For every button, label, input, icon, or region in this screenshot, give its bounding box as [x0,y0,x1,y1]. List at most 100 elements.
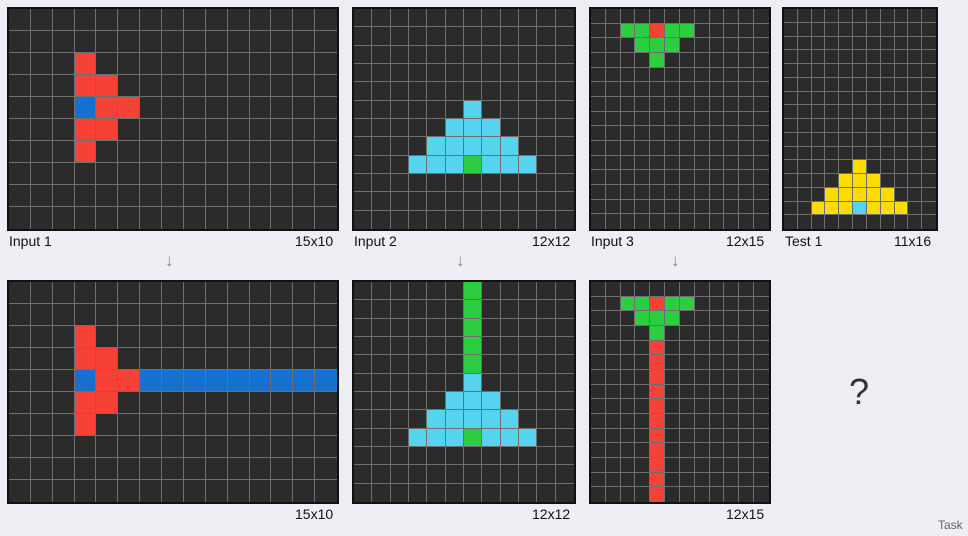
grid-cell [445,192,464,211]
grid-cell [694,355,710,370]
grid-cell [52,97,75,119]
grid-cell [118,282,141,304]
grid-cell [500,82,519,101]
grid-cell [205,53,228,75]
grid-cell [519,410,538,429]
grid-cell [500,100,519,119]
grid-cell [635,340,651,356]
grid-cell [464,174,483,193]
grid-cell [591,487,606,502]
grid-cell [811,64,826,78]
grid-cell [739,214,755,229]
grid-cell [205,304,228,326]
grid-cell [500,45,519,64]
grid-cell [724,53,740,68]
output-1-grid [7,280,339,504]
grid-cell [605,126,621,141]
grid-cell [694,170,710,185]
grid-cell [409,174,428,193]
grid-cell [372,192,391,211]
grid-cell [591,399,606,414]
grid-cell [354,465,373,484]
grid-cell [853,50,867,64]
grid-cell [315,414,337,436]
grid-cell [183,97,206,119]
grid-cell [620,414,636,429]
grid-cell [894,132,909,147]
grid-cell [739,53,755,68]
grid-cell [183,414,206,436]
grid-cell [293,304,316,326]
grid-cell [52,414,75,436]
grid-cell [390,210,409,229]
grid-cell [754,111,769,127]
grid-cell [315,97,337,119]
grid-cell [679,326,695,341]
grid-cell [162,9,184,31]
grid-cell [811,187,826,202]
grid-cell [52,163,75,185]
grid-cell [880,187,895,202]
grid-cell [30,31,53,53]
grid-cell [605,487,621,502]
grid-cell [739,472,755,488]
grid-cell [52,370,75,392]
grid-cell [500,318,519,337]
grid-cell [605,282,621,297]
grid-cell [271,370,294,392]
grid-cell [390,483,409,502]
grid-cell [482,428,501,447]
grid-cell [739,23,755,39]
grid-cell [9,97,31,119]
grid-cell [754,199,769,215]
grid-cell [784,146,798,161]
grid-cell [96,436,119,458]
grid-cell [315,436,337,458]
grid-cell [797,64,812,78]
grid-cell [96,392,119,414]
grid-cell [739,97,755,112]
grid-cell [922,105,936,119]
grid-cell [227,436,250,458]
grid-cell [591,97,606,112]
grid-cell [908,215,923,229]
grid-cell [74,97,97,119]
grid-cell [679,199,695,215]
grid-cell [500,483,519,502]
grid-cell [555,27,574,46]
grid-cell [620,443,636,458]
grid-cell [724,23,740,39]
grid-cell [500,373,519,392]
grid-cell [30,9,53,31]
grid-cell [679,296,695,312]
grid-cell [183,141,206,163]
grid-cell [908,174,923,188]
grid-cell [537,392,556,411]
grid-cell [409,119,428,138]
grid-cell [372,64,391,83]
grid-cell [605,370,621,385]
grid-cell [293,207,316,229]
grid-cell [866,77,881,92]
grid-cell [591,458,606,473]
grid-cell [866,64,881,78]
grid-cell [74,392,97,414]
grid-cell [52,304,75,326]
grid-cell [620,458,636,473]
grid-cell [784,132,798,147]
grid-cell [635,97,651,112]
grid-cell [650,141,666,156]
grid-cell [205,9,228,31]
grid-cell [427,100,446,119]
grid-cell [118,163,141,185]
grid-cell [271,53,294,75]
grid-cell [500,210,519,229]
grid-cell [409,465,428,484]
grid-cell [679,384,695,400]
grid-cell [739,414,755,429]
grid-cell [183,458,206,480]
grid-cell [709,472,725,488]
grid-cell [784,50,798,64]
grid-cell [205,370,228,392]
grid-cell [839,119,854,133]
